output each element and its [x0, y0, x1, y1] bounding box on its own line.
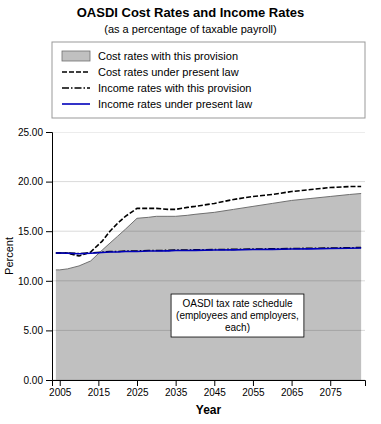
tick-mark — [46, 231, 52, 232]
tick: 2025 — [126, 380, 149, 398]
tick: 2035 — [165, 380, 188, 398]
grid-line — [52, 231, 365, 232]
grid-line — [52, 132, 365, 133]
legend-item: Income rates under present law — [62, 98, 252, 110]
legend: Cost rates with this provision Cost rates… — [52, 42, 365, 118]
tick-mark — [176, 380, 177, 386]
tick-mark — [60, 380, 61, 386]
axis-line — [46, 133, 53, 381]
line — [56, 248, 361, 254]
tick: 15.00 — [18, 226, 52, 237]
x-axis: 2005 2015 2025 2035 2045 2055 2065 2075 — [49, 380, 365, 398]
tick-label: 5.00 — [24, 325, 44, 336]
tick-label: 15.00 — [18, 226, 43, 237]
annotation: OASDI tax rate schedule(employees and em… — [171, 294, 304, 337]
tick: 0.00 — [24, 375, 52, 386]
tick: 20.00 — [18, 176, 52, 187]
legend-box — [52, 42, 365, 118]
line — [56, 187, 361, 256]
tick-label: 2045 — [204, 387, 227, 398]
tick-label: 2035 — [165, 387, 188, 398]
tick-label: 25.00 — [18, 127, 43, 138]
tick-mark — [46, 380, 52, 381]
tick-mark — [292, 380, 293, 386]
legend-swatch — [62, 87, 90, 89]
area — [56, 194, 361, 380]
tick-label: 0.00 — [24, 375, 44, 386]
tick-label: 20.00 — [18, 176, 43, 187]
legend-item: Cost rates with this provision — [62, 50, 238, 62]
tick-mark — [214, 380, 215, 386]
legend-item: Income rates with this provision — [62, 82, 251, 94]
tick: 2075 — [320, 380, 343, 398]
annotation-box — [171, 294, 304, 337]
subtitle: (as a percentage of taxable payroll) — [104, 23, 276, 35]
grid-line — [52, 181, 365, 182]
tick-mark — [330, 380, 331, 386]
tick: 2045 — [204, 380, 227, 398]
legend-label: Income rates under present law — [98, 98, 252, 110]
y-axis: 0.00 5.00 10.00 15.00 20.00 25.00 — [18, 127, 53, 386]
tick: 10.00 — [18, 276, 52, 287]
tick: 5.00 — [24, 325, 52, 336]
tick-label: 2005 — [49, 387, 72, 398]
tick-label: 2055 — [242, 387, 265, 398]
tick: 2065 — [281, 380, 304, 398]
legend-item: Cost rates under present law — [62, 66, 239, 78]
tick-label: 2075 — [320, 387, 343, 398]
tick-mark — [253, 380, 254, 386]
title: OASDI Cost Rates and Income Rates — [77, 5, 305, 20]
line — [56, 248, 361, 254]
tick-mark — [46, 182, 52, 183]
legend-label: Cost rates with this provision — [98, 50, 238, 62]
tick-mark — [98, 380, 99, 386]
tick-mark — [46, 132, 52, 133]
tick-mark — [46, 281, 52, 282]
legend-label: Cost rates under present law — [98, 66, 239, 78]
tick-mark — [46, 330, 52, 331]
chart: OASDI Cost Rates and Income Rates (as a p… — [0, 0, 381, 424]
tick: 25.00 — [18, 127, 52, 138]
y-axis-title: Percent — [3, 237, 15, 275]
tick: 2015 — [88, 380, 111, 398]
grid-line — [52, 380, 365, 381]
tick-label: 10.00 — [18, 276, 43, 287]
tick-label: 2065 — [281, 387, 304, 398]
tick-label: 2015 — [88, 387, 111, 398]
tick: 2055 — [242, 380, 265, 398]
tick-label: 2025 — [126, 387, 149, 398]
tick: 2005 — [49, 380, 72, 398]
legend-swatch — [62, 51, 90, 61]
legend-label: Income rates with this provision — [98, 82, 251, 94]
legend-swatch — [62, 71, 90, 73]
x-axis-title: Year — [196, 403, 222, 417]
legend-swatch — [62, 103, 90, 105]
plot-area — [52, 132, 365, 380]
annotation-text: OASDI tax rate schedule(employees and em… — [176, 298, 299, 333]
grid-line — [52, 280, 365, 281]
tick-mark — [137, 380, 138, 386]
axis-line — [53, 381, 366, 387]
